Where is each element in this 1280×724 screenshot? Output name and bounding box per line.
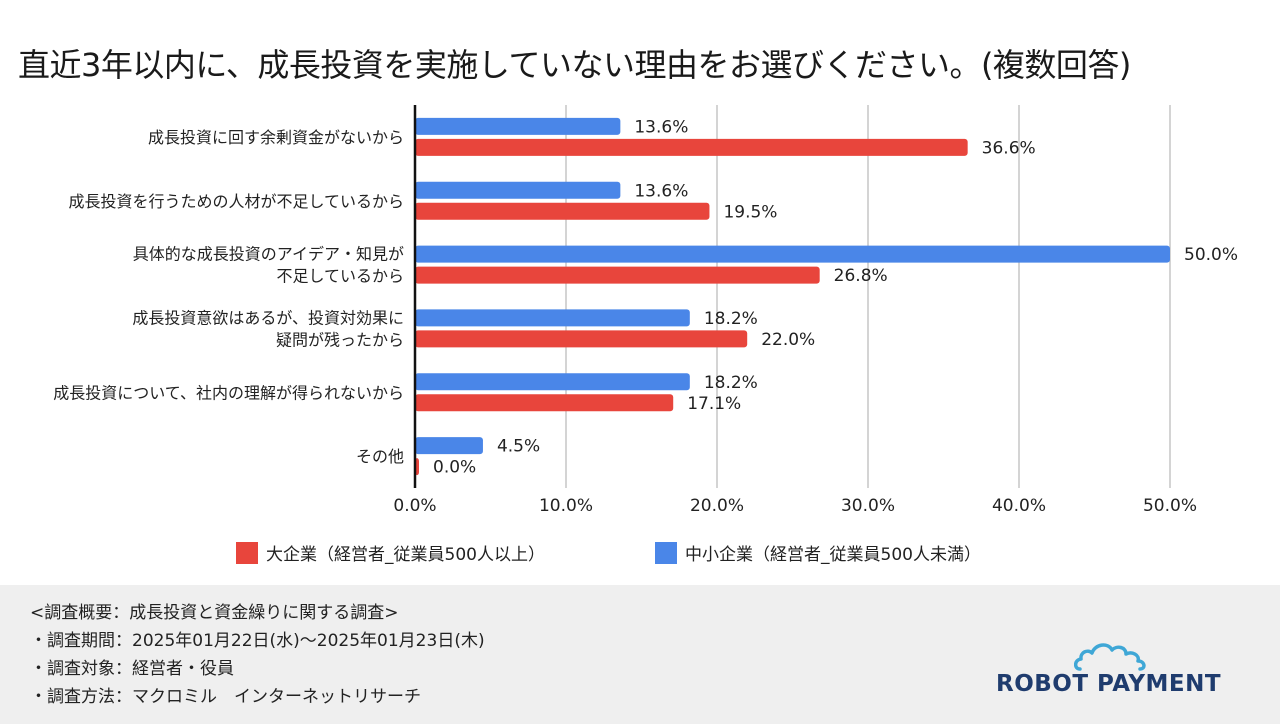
- data-label: 18.2%: [704, 373, 758, 393]
- bar: [415, 117, 621, 135]
- legend-label-small: 中小企業（経営者_従業員500人未満）: [685, 545, 981, 565]
- category-label: 疑問が残ったから: [276, 330, 404, 349]
- legend-swatch-large: [236, 541, 258, 564]
- survey-target: ・調査対象：経営者・役員: [30, 659, 234, 679]
- legend-label-large: 大企業（経営者_従業員500人以上）: [266, 545, 545, 565]
- chart-title: 直近3年以内に、成長投資を実施していない理由をお選びください。(複数回答): [18, 46, 1131, 84]
- bar: [415, 138, 968, 156]
- survey-period: ・調査期間：2025年01月22日(水)〜2025年01月23日(木): [30, 631, 485, 651]
- data-label: 22.0%: [761, 330, 815, 350]
- data-label: 17.1%: [687, 394, 741, 414]
- bar: [415, 309, 690, 327]
- cloud-icon: [1074, 643, 1146, 671]
- bar: [415, 202, 710, 220]
- logo-text: ROBOT PAYMENT: [996, 671, 1222, 697]
- survey-summary-panel: <調査概要：成長投資と資金繰りに関する調査> ・調査期間：2025年01月22日…: [0, 585, 1280, 724]
- bar: [415, 330, 748, 348]
- data-label: 13.6%: [634, 117, 688, 137]
- category-label: 成長投資を行うための人材が不足しているから: [68, 192, 404, 211]
- robot-payment-logo: ROBOT PAYMENT: [996, 641, 1226, 701]
- category-label: 成長投資意欲はあるが、投資対効果に: [132, 308, 404, 327]
- bar: [415, 373, 690, 391]
- category-label: 不足しているから: [276, 267, 404, 286]
- category-label: 成長投資について、社内の理解が得られないから: [53, 383, 404, 402]
- data-label: 36.6%: [982, 138, 1036, 158]
- legend-item-large: 大企業（経営者_従業員500人以上）: [236, 540, 545, 565]
- x-tick-label: 30.0%: [841, 496, 895, 516]
- x-tick-label: 0.0%: [393, 496, 436, 516]
- data-label: 26.8%: [834, 266, 888, 286]
- bar-chart: 0.0% 10.0% 20.0% 30.0% 40.0% 50.0% 13.6% 36.6% 成…: [53, 105, 1238, 516]
- data-label: 4.5%: [497, 437, 540, 457]
- category-label: 具体的な成長投資のアイデア・知見が: [133, 245, 404, 264]
- survey-summary: <調査概要：成長投資と資金繰りに関する調査> ・調査期間：2025年01月22日…: [30, 599, 485, 711]
- category-label: 成長投資に回す余剰資金がないから: [148, 128, 404, 147]
- survey-summary-heading: <調査概要：成長投資と資金繰りに関する調査>: [30, 603, 399, 623]
- bar: [415, 181, 621, 199]
- bar: [415, 437, 483, 455]
- bar: [415, 245, 1170, 263]
- x-tick-label: 50.0%: [1143, 496, 1197, 516]
- legend-item-small: 中小企業（経営者_従業員500人未満）: [655, 540, 981, 565]
- legend-swatch-small: [655, 541, 677, 564]
- bar: [415, 266, 820, 284]
- x-tick-label: 10.0%: [539, 496, 593, 516]
- x-tick-label: 40.0%: [992, 496, 1046, 516]
- data-label: 13.6%: [634, 181, 688, 201]
- data-label: 50.0%: [1184, 245, 1238, 265]
- category-label: その他: [356, 447, 404, 466]
- bar: [415, 394, 674, 412]
- data-label: 18.2%: [704, 309, 758, 329]
- survey-method: ・調査方法：マクロミル インターネットリサーチ: [30, 687, 421, 707]
- x-tick-label: 20.0%: [690, 496, 744, 516]
- data-label: 0.0%: [433, 458, 476, 478]
- legend: 大企業（経営者_従業員500人以上） 中小企業（経営者_従業員500人未満）: [0, 540, 1280, 570]
- data-label: 19.5%: [723, 202, 777, 222]
